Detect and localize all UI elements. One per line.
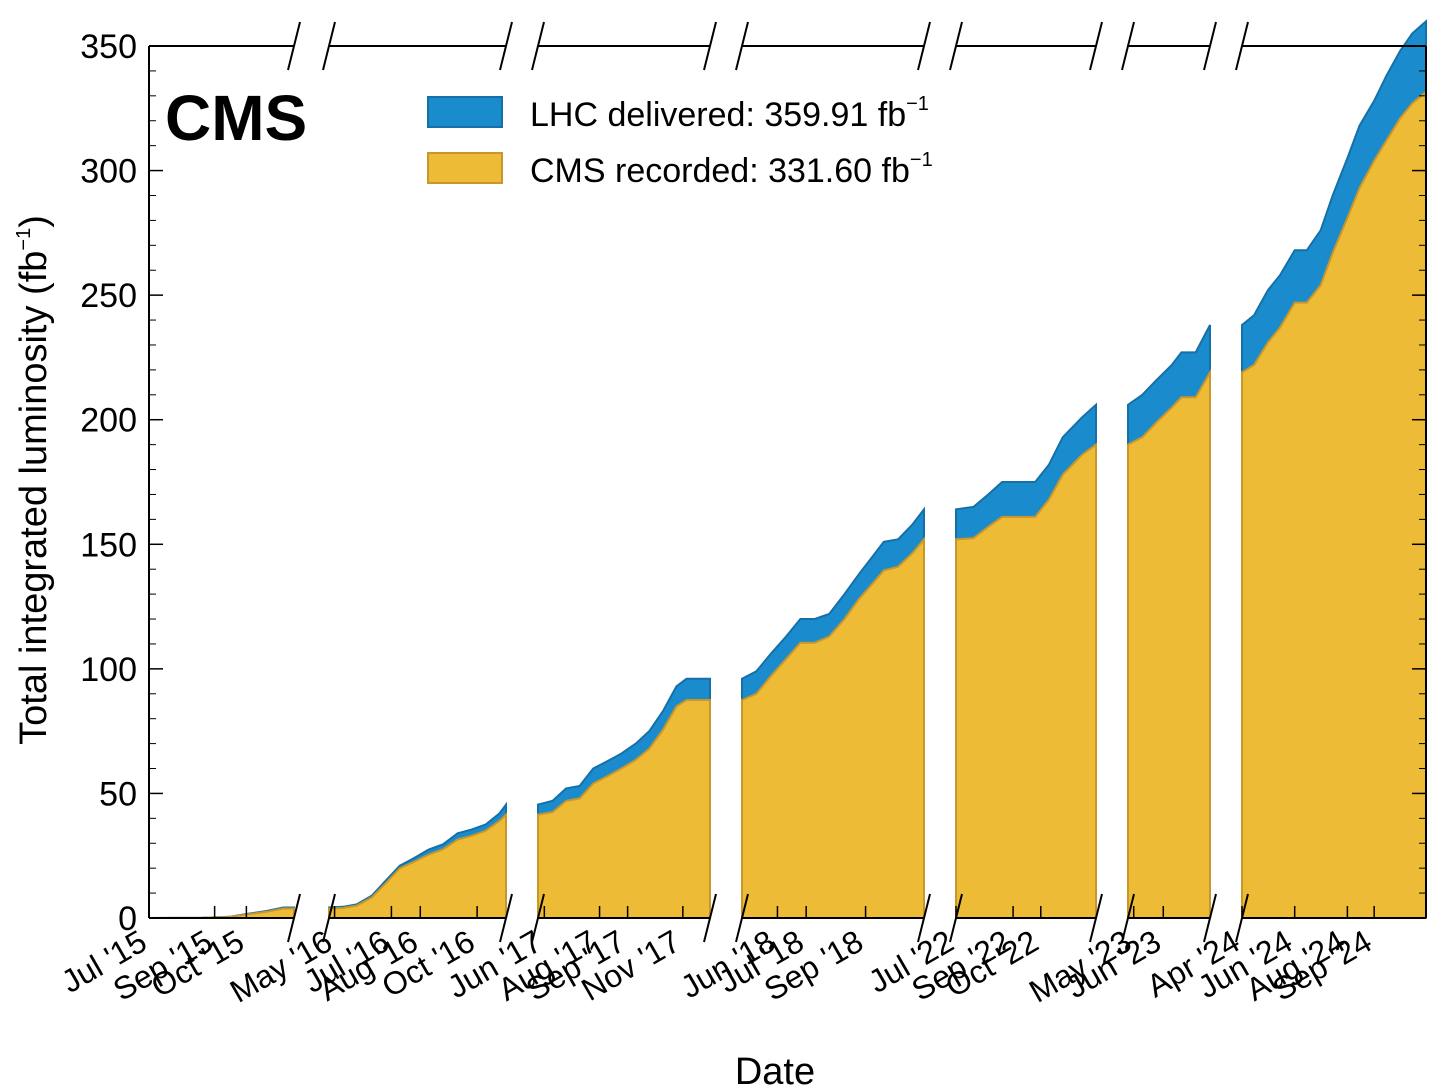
cms-logo-text: CMS [165, 82, 307, 154]
axis-break-slash [287, 893, 301, 943]
axis-break-gap [1211, 45, 1241, 921]
legend: LHC delivered: 359.91 fb−1 CMS recorded:… [427, 93, 933, 190]
y-tick-label: 300 [80, 153, 137, 191]
legend-swatch-delivered [427, 96, 503, 128]
axis-break-gap [711, 45, 741, 921]
recorded-area-4 [741, 536, 925, 919]
axis-break-slash [735, 21, 749, 71]
axis-break-slash [499, 893, 513, 943]
axis-break-gap [507, 45, 537, 921]
y-tick-label: 50 [99, 775, 137, 813]
y-tick-label: 250 [80, 277, 137, 315]
legend-label-recorded: CMS recorded: 331.60 fb−1 [530, 149, 933, 190]
axis-break-slash [531, 893, 545, 943]
axis-break-gap [925, 45, 955, 921]
x-axis-title: Date [735, 1051, 815, 1091]
axis-break-slash [1235, 21, 1249, 71]
y-tick-label: 150 [80, 526, 137, 564]
y-tick-label: 350 [80, 28, 137, 66]
recorded-area-3 [537, 699, 711, 919]
axis-break-slash [287, 21, 301, 71]
axis-break-slash [322, 893, 336, 943]
axis-break-slash [1203, 21, 1217, 71]
y-axis-title: Total integrated luminosity (fb−1) [13, 215, 55, 745]
axis-break-slash [531, 21, 545, 71]
y-tick-label: 100 [80, 651, 137, 689]
axis-break-slash [499, 21, 513, 71]
axis-break-slash [949, 21, 963, 71]
axis-break-slash [917, 893, 931, 943]
axis-break-gap [1097, 45, 1127, 921]
axes [148, 21, 1427, 943]
y-tick-label: 0 [118, 900, 137, 938]
data-layer [148, 19, 1427, 919]
axis-break-slash [917, 21, 931, 71]
y-tick-label: 200 [80, 402, 137, 440]
axis-break-slash [703, 893, 717, 943]
axis-break-gaps [295, 45, 1241, 921]
legend-swatch-recorded [427, 152, 503, 184]
recorded-area-1 [148, 907, 295, 919]
axis-break-gap [295, 45, 328, 921]
legend-label-delivered: LHC delivered: 359.91 fb−1 [530, 93, 929, 134]
recorded-area-2 [328, 812, 507, 919]
axis-break-slash [735, 893, 749, 943]
axis-break-slash [322, 21, 336, 71]
axis-break-slash [1121, 893, 1135, 943]
axis-break-slash [703, 21, 717, 71]
axis-break-slash [1089, 21, 1103, 71]
axis-break-slash [1089, 893, 1103, 943]
recorded-area-6 [1127, 368, 1211, 919]
axis-break-slash [1121, 21, 1135, 71]
axis-break-slash [1203, 893, 1217, 943]
